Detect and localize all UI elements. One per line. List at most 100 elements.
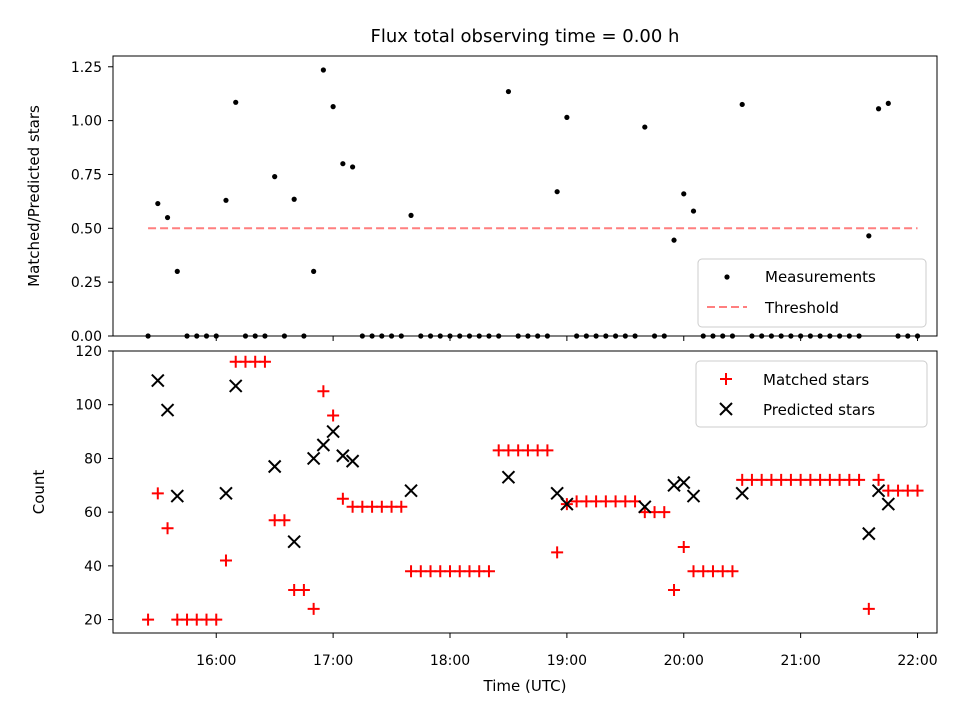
bottom-y-ticks: 20 40 60 80 100 120 — [75, 344, 113, 629]
matched-star-point — [677, 541, 690, 554]
predicted-star-point — [501, 470, 516, 484]
chart-title: Flux total observing time = 0.00 h — [371, 26, 680, 47]
measurement-point — [155, 200, 161, 207]
measurement-point — [330, 104, 336, 110]
bottom-y-tick-label: 20 — [84, 613, 102, 629]
measurement-point — [223, 197, 229, 203]
legend-matched-label: Matched stars — [763, 371, 869, 389]
predicted-star-point — [316, 438, 331, 452]
top-plot-frame — [112, 55, 938, 337]
top-y-tick-label: 1.00 — [71, 114, 102, 130]
measurement-point — [272, 174, 278, 180]
measurement-point — [690, 208, 697, 214]
measurement-point — [505, 88, 512, 95]
predicted-star-point — [404, 483, 418, 498]
top-legend-box — [697, 258, 927, 328]
top-y-tick-label: 0.75 — [71, 167, 102, 183]
top-legend: Measurements Threshold — [697, 258, 927, 328]
bottom-x-ticks: 16:00 17:00 18:00 19:00 20:00 21:00 22:00 — [196, 633, 938, 669]
measurement-point — [554, 189, 560, 195]
matched-star-point — [161, 522, 174, 535]
bottom-x-tick-label: 16:00 — [196, 653, 236, 669]
measurement-point — [739, 101, 745, 108]
predicted-star-point — [862, 526, 876, 541]
predicted-star-point — [677, 475, 691, 490]
measurement-point — [233, 99, 239, 105]
measurement-point — [642, 124, 648, 130]
matched-star-point — [658, 506, 671, 519]
top-x-ticks — [215, 336, 919, 341]
measurement-point — [564, 114, 570, 120]
top-y-axis-label: Matched/Predicted stars — [25, 105, 43, 287]
predicted-star-point — [560, 497, 574, 511]
matched-star-point — [872, 473, 885, 486]
measurement-point — [350, 164, 356, 170]
measurement-point — [875, 106, 882, 112]
matched-star-point — [541, 444, 554, 457]
bottom-x-tick-label: 21:00 — [780, 653, 820, 669]
matched-star-point — [911, 484, 924, 497]
matched-star-point — [142, 613, 155, 626]
bottom-x-tick-label: 19:00 — [547, 653, 587, 669]
legend-predicted-marker — [719, 402, 733, 416]
matched-star-point — [395, 500, 408, 513]
bottom-plot-area — [142, 355, 924, 626]
predicted-star-point — [306, 451, 321, 466]
bottom-x-tick-label: 18:00 — [430, 653, 470, 669]
matched-star-point — [862, 602, 875, 615]
bottom-x-tick-label: 17:00 — [313, 653, 353, 669]
predicted-star-point — [151, 373, 165, 388]
measurement-point — [311, 268, 317, 274]
matched-star-point — [327, 409, 340, 422]
top-y-tick-label: 0.00 — [71, 329, 102, 345]
top-y-tick-label: 0.25 — [71, 275, 102, 291]
predicted-star-point — [881, 497, 896, 511]
matched-star-point — [726, 565, 739, 578]
matched-star-point — [210, 613, 223, 626]
bottom-y-tick-label: 40 — [84, 559, 102, 575]
legend-matched-marker — [720, 373, 732, 385]
matched-star-point — [551, 546, 564, 559]
predicted-star-point — [550, 486, 564, 501]
legend-measurements-label: Measurements — [765, 268, 876, 286]
predicted-star-point — [229, 379, 243, 393]
measurement-point — [671, 237, 677, 243]
legend-threshold-label: Threshold — [764, 299, 839, 317]
predicted-star-point — [267, 459, 282, 474]
predicted-star-point — [686, 489, 701, 503]
measurement-point — [885, 100, 891, 106]
bottom-y-tick-label: 80 — [84, 451, 102, 467]
predicted-star-point — [345, 454, 360, 468]
predicted-star-point — [170, 489, 184, 503]
matched-star-point — [297, 584, 310, 597]
measurement-point — [320, 67, 326, 73]
bottom-y-tick-label: 60 — [84, 505, 102, 521]
bottom-legend-box — [695, 360, 928, 428]
bottom-panel: 20 40 60 80 100 120 16:00 17:00 18:00 19:00 20:00… — [30, 344, 938, 695]
measurement-point — [340, 161, 346, 167]
measurement-point — [408, 212, 414, 218]
measurement-point — [681, 191, 687, 197]
predicted-star-point — [871, 483, 886, 498]
bottom-x-tick-label: 22:00 — [897, 653, 937, 669]
predicted-star-point — [638, 500, 652, 514]
measurement-point — [866, 233, 872, 239]
x-axis-label: Time (UTC) — [483, 677, 567, 695]
top-panel: Flux total observing time = 0.00 h 0.00 0… — [25, 26, 938, 345]
predicted-star-point — [735, 486, 749, 501]
legend-measurements-marker — [724, 274, 730, 280]
bottom-x-tick-label: 20:00 — [664, 653, 704, 669]
matched-star-point — [336, 492, 349, 505]
matched-star-point — [307, 602, 320, 615]
matched-star-point — [482, 565, 495, 578]
bottom-y-axis-label: Count — [30, 470, 48, 515]
top-y-ticks: 0.00 0.25 0.50 0.75 1.00 1.25 — [71, 60, 113, 345]
matched-star-point — [258, 355, 271, 368]
matched-star-point — [151, 487, 164, 500]
matched-star-point — [853, 473, 866, 486]
legend-predicted-label: Predicted stars — [763, 401, 875, 419]
matched-star-point — [219, 554, 232, 567]
predicted-star-point — [160, 403, 175, 417]
bottom-y-tick-label: 120 — [75, 344, 102, 360]
